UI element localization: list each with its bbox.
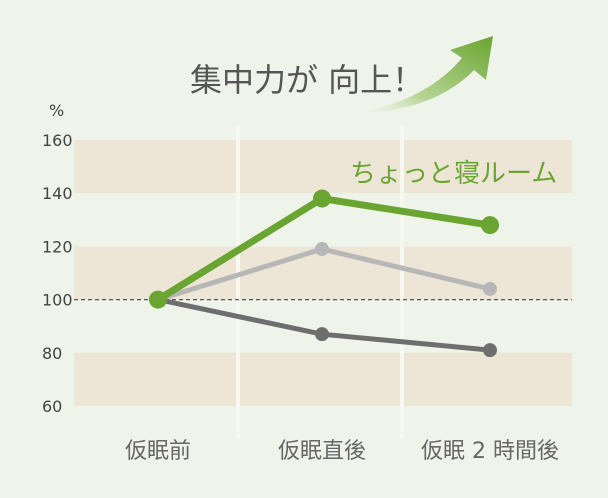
column-separators: [236, 126, 404, 438]
series-1-point-2: [313, 189, 331, 208]
x-category-label-3: 仮眠 2 時間後: [421, 439, 559, 464]
series-line-3: [155, 297, 493, 353]
y-axis-unit-label: %: [49, 101, 64, 120]
y-axis-ticks: 60 80 100 120 140 160: [42, 131, 73, 416]
series-1-point-3: [481, 216, 499, 235]
y-tick-label-60: 60: [42, 397, 62, 416]
column-separator-2: [400, 126, 404, 438]
y-tick-label-160: 160: [42, 131, 73, 150]
trend-up-arrow-icon: [350, 36, 493, 114]
y-tick-label-100: 100: [42, 291, 73, 310]
series-2-point-2: [315, 242, 329, 257]
series-3-point-2: [315, 327, 329, 342]
background-band-140-160: [74, 140, 572, 194]
y-tick-label-140: 140: [42, 184, 73, 203]
series-2-point-3: [483, 281, 497, 296]
column-separator-1: [236, 126, 240, 438]
series-1-point-1: [149, 290, 167, 309]
series-lines: [149, 189, 499, 358]
background-band-60-80: [74, 352, 572, 406]
series-3-point-3: [483, 343, 497, 358]
x-axis-categories: 仮眠前 仮眠直後 仮眠 2 時間後: [125, 439, 559, 464]
x-category-label-1: 仮眠前: [125, 439, 191, 464]
series-label-choto-ne-room: ちょっと寝ルーム: [350, 159, 557, 189]
y-tick-label-120: 120: [42, 237, 73, 256]
y-tick-label-80: 80: [42, 344, 62, 363]
x-category-label-2: 仮眠直後: [278, 439, 366, 464]
chart-title: 集中力が 向上！: [190, 61, 424, 99]
